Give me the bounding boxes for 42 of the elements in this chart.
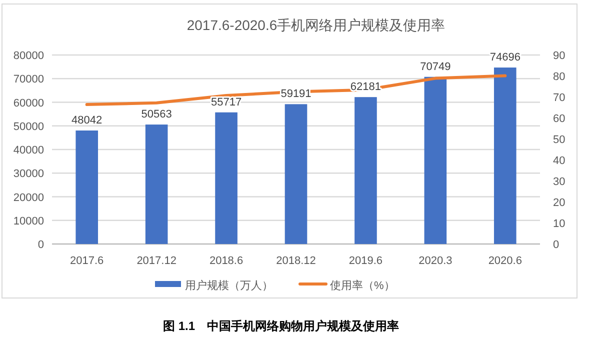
data-label: 55717 <box>210 96 242 108</box>
x-tick-label: 2017.6 <box>70 255 104 267</box>
bar <box>424 76 447 244</box>
legend-label: 用户规模（万人） <box>185 279 273 292</box>
data-label: 70749 <box>420 60 451 73</box>
legend-label: 使用率（%） <box>330 279 395 292</box>
y-tick-label: 0 <box>38 239 44 251</box>
x-tick-label: 2018.12 <box>276 255 316 267</box>
bar <box>215 112 238 244</box>
x-tick-label: 2018.6 <box>209 255 244 267</box>
y2-tick-label: 40 <box>553 155 566 167</box>
chart-title: 2017.6-2020.6手机网络用户规模及使用率 <box>186 17 446 33</box>
y2-tick-label: 70 <box>553 92 566 104</box>
bar <box>145 124 168 244</box>
y-tick-label: 70000 <box>13 74 44 86</box>
y-tick-label: 50000 <box>13 120 44 133</box>
y2-tick-label: 60 <box>553 113 566 125</box>
y2-tick-label: 0 <box>553 239 560 251</box>
x-tick-label: 2017.12 <box>136 255 176 267</box>
y-tick-label: 10000 <box>13 215 44 228</box>
bar <box>354 97 377 244</box>
y2-tick-label: 80 <box>553 71 566 83</box>
x-tick-label: 2020.6 <box>488 255 522 267</box>
data-label: 48042 <box>72 114 102 126</box>
bar <box>284 104 308 244</box>
y-tick-label: 60000 <box>13 97 44 110</box>
bar <box>494 68 516 244</box>
y-tick-label: 40000 <box>13 144 44 156</box>
caption: 图 1.1 中国手机网络购物用户规模及使用率 <box>162 319 400 333</box>
data-label: 50563 <box>141 108 172 121</box>
y-tick-label: 20000 <box>13 192 44 204</box>
y2-tick-label: 20 <box>553 197 566 209</box>
y2-tick-label: 10 <box>553 218 566 230</box>
y2-tick-label: 50 <box>553 134 566 146</box>
bar <box>76 130 98 244</box>
x-tick-label: 2020.3 <box>418 255 452 267</box>
y-tick-label: 30000 <box>13 168 44 180</box>
x-tick-label: 2019.6 <box>348 255 383 267</box>
y2-tick-label: 90 <box>553 50 566 62</box>
y-tick-label: 80000 <box>13 50 44 62</box>
data-label: 74696 <box>490 52 520 64</box>
y2-tick-label: 30 <box>553 176 566 188</box>
